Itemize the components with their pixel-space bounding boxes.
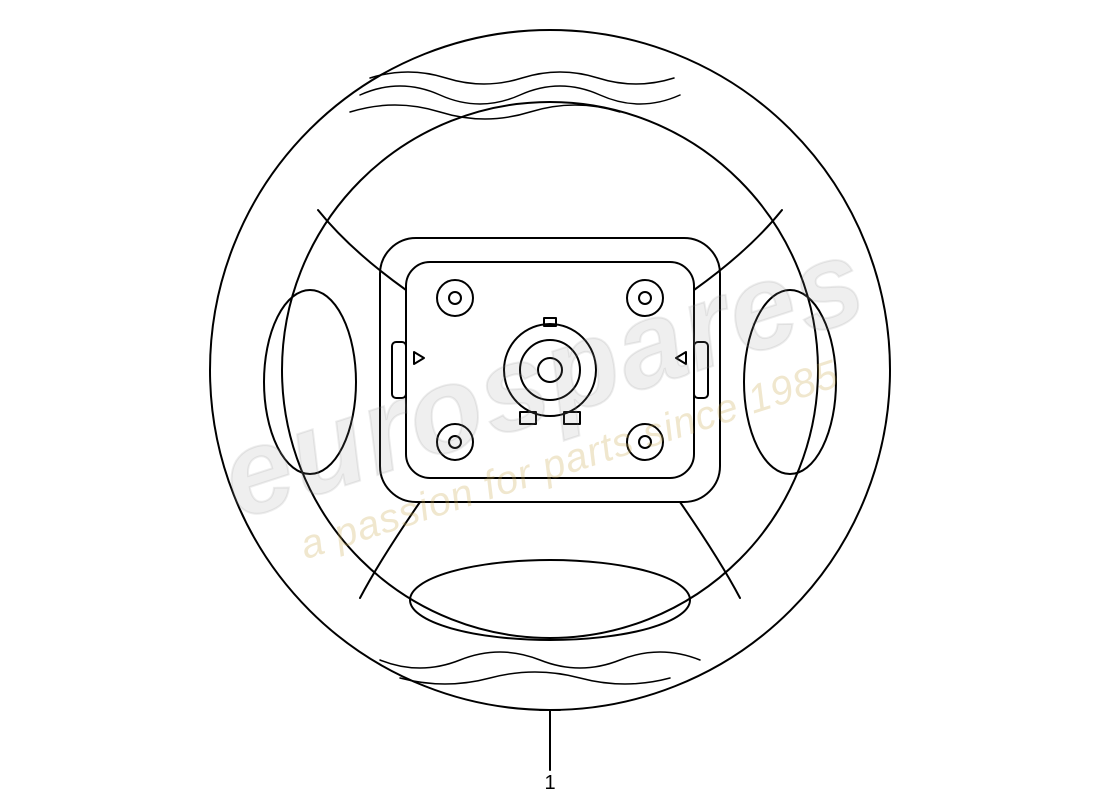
woodgrain-bottom (380, 652, 700, 684)
spoke-cutout-left (264, 290, 356, 474)
steering-wheel-diagram (0, 0, 1100, 800)
hub-slot-right (694, 342, 708, 398)
wheel-outer (210, 30, 890, 710)
mount-bolt-tr-hole (639, 292, 651, 304)
mount-bolt-br-hole (639, 436, 651, 448)
spoke-lower-left (360, 502, 420, 598)
spoke-upper-right (694, 210, 782, 290)
mount-bolt-tl-hole (449, 292, 461, 304)
hub-ring-mid (520, 340, 580, 400)
hub-plate (380, 238, 720, 502)
mount-bolt-bl (437, 424, 473, 460)
mount-bolt-br (627, 424, 663, 460)
spoke-lower-right (680, 502, 740, 598)
diagram-canvas: eurospares a passion for parts since 198… (0, 0, 1100, 800)
wheel-rim-inner (282, 102, 818, 638)
clip-right (676, 352, 686, 364)
mount-bolt-tr (627, 280, 663, 316)
mount-bolt-bl-hole (449, 436, 461, 448)
spoke-cutout-bottom (410, 560, 690, 640)
mount-bolt-tl (437, 280, 473, 316)
hub-ring-outer (504, 324, 596, 416)
woodgrain-top (350, 72, 680, 119)
hub-shaft (538, 358, 562, 382)
clip-left (414, 352, 424, 364)
callout-1-label: 1 (544, 772, 555, 795)
hub-slot-left (392, 342, 406, 398)
spoke-upper-left (318, 210, 406, 290)
spoke-cutout-right (744, 290, 836, 474)
